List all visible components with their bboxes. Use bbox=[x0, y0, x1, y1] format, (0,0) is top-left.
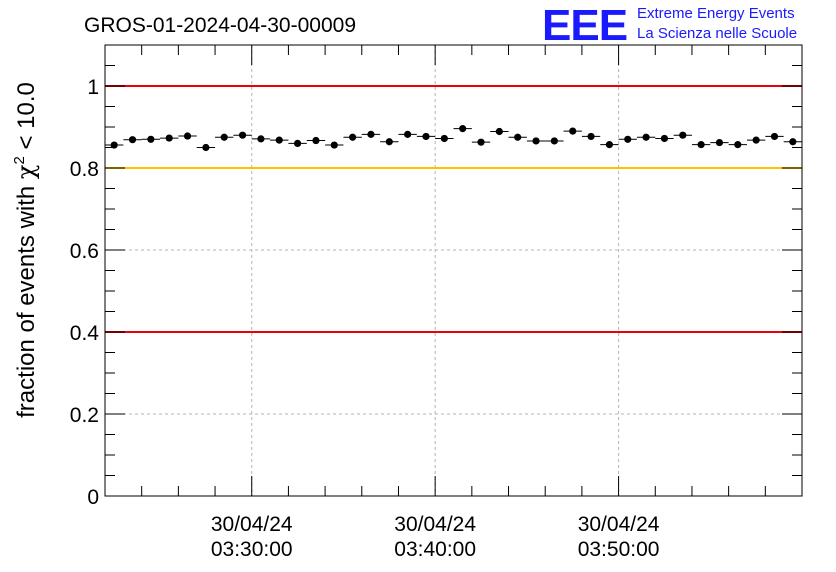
y-tick-label: 0.8 bbox=[70, 158, 99, 181]
logo-line-1: Extreme Energy Events bbox=[637, 5, 795, 22]
data-point bbox=[385, 138, 393, 146]
data-point bbox=[624, 135, 632, 143]
data-point bbox=[404, 130, 412, 138]
data-point bbox=[220, 133, 228, 141]
data-point bbox=[293, 139, 302, 147]
x-tick-labels: 30/04/2403:30:0030/04/2403:40:0030/04/24… bbox=[211, 513, 660, 561]
chart-title: GROS-01-2024-04-30-00009 bbox=[84, 14, 356, 37]
x-tick-label-date: 30/04/24 bbox=[211, 513, 293, 536]
y-axis-title-suffix: < 10.0 bbox=[13, 82, 40, 156]
data-point bbox=[642, 133, 650, 141]
data-point bbox=[697, 141, 705, 149]
x-tick-label-time: 03:30:00 bbox=[211, 538, 293, 561]
y-axis-title: fraction of events with χ2 < 10.0 bbox=[11, 82, 40, 418]
data-point bbox=[330, 141, 338, 149]
data-point bbox=[734, 141, 742, 149]
y-axis-title-superscript: 2 bbox=[11, 156, 28, 164]
data-point bbox=[514, 133, 522, 141]
y-axis-title-prefix: fraction of events with bbox=[13, 179, 40, 418]
reference-lines bbox=[105, 85, 802, 333]
data-point bbox=[367, 130, 375, 138]
data-point bbox=[422, 132, 430, 141]
data-point bbox=[770, 132, 779, 141]
data-point bbox=[752, 136, 760, 144]
logo-line-2: La Scienza nelle Scuole bbox=[637, 25, 797, 42]
data-point bbox=[569, 127, 577, 135]
data-point bbox=[532, 137, 540, 145]
grid bbox=[105, 45, 802, 496]
x-tick-label-date: 30/04/24 bbox=[394, 513, 476, 536]
data-point bbox=[587, 132, 595, 141]
y-tick-label: 0.2 bbox=[70, 404, 99, 427]
data-point bbox=[202, 143, 210, 152]
data-point bbox=[349, 133, 357, 141]
data-point bbox=[550, 137, 558, 145]
axis-ticks bbox=[104, 44, 803, 497]
y-tick-labels: 0 0.2 0.4 0.6 0.8 1 bbox=[70, 76, 100, 509]
x-tick-label-date: 30/04/24 bbox=[578, 513, 660, 536]
data-point bbox=[495, 127, 503, 136]
data-point bbox=[128, 136, 137, 144]
data-point bbox=[257, 135, 265, 143]
data-point bbox=[165, 134, 173, 142]
data-point bbox=[312, 136, 320, 145]
y-tick-label: 0 bbox=[87, 486, 99, 509]
data-point bbox=[679, 131, 687, 139]
y-tick-label: 0.4 bbox=[70, 322, 100, 345]
x-tick-label-time: 03:40:00 bbox=[394, 538, 476, 561]
data-point bbox=[183, 132, 192, 140]
data-point bbox=[275, 136, 283, 144]
data-point bbox=[110, 141, 118, 149]
data-point bbox=[789, 138, 797, 146]
data-point bbox=[440, 134, 448, 143]
x-tick-label-time: 03:50:00 bbox=[578, 538, 660, 561]
data-point bbox=[605, 141, 614, 149]
data-point bbox=[477, 138, 485, 146]
data-point bbox=[715, 138, 724, 147]
logo-mark: EEE bbox=[542, 1, 627, 50]
data-point bbox=[660, 134, 669, 143]
data-point bbox=[147, 135, 155, 143]
data-point bbox=[459, 125, 467, 133]
plot-frame bbox=[104, 44, 803, 497]
y-tick-label: 0.6 bbox=[70, 240, 99, 263]
y-axis-title-symbol: χ bbox=[12, 164, 40, 179]
y-tick-label: 1 bbox=[87, 76, 99, 99]
data-series bbox=[105, 125, 802, 152]
data-point bbox=[238, 131, 247, 139]
eee-logo: EEE Extreme Energy Events La Scienza nel… bbox=[542, 1, 797, 50]
